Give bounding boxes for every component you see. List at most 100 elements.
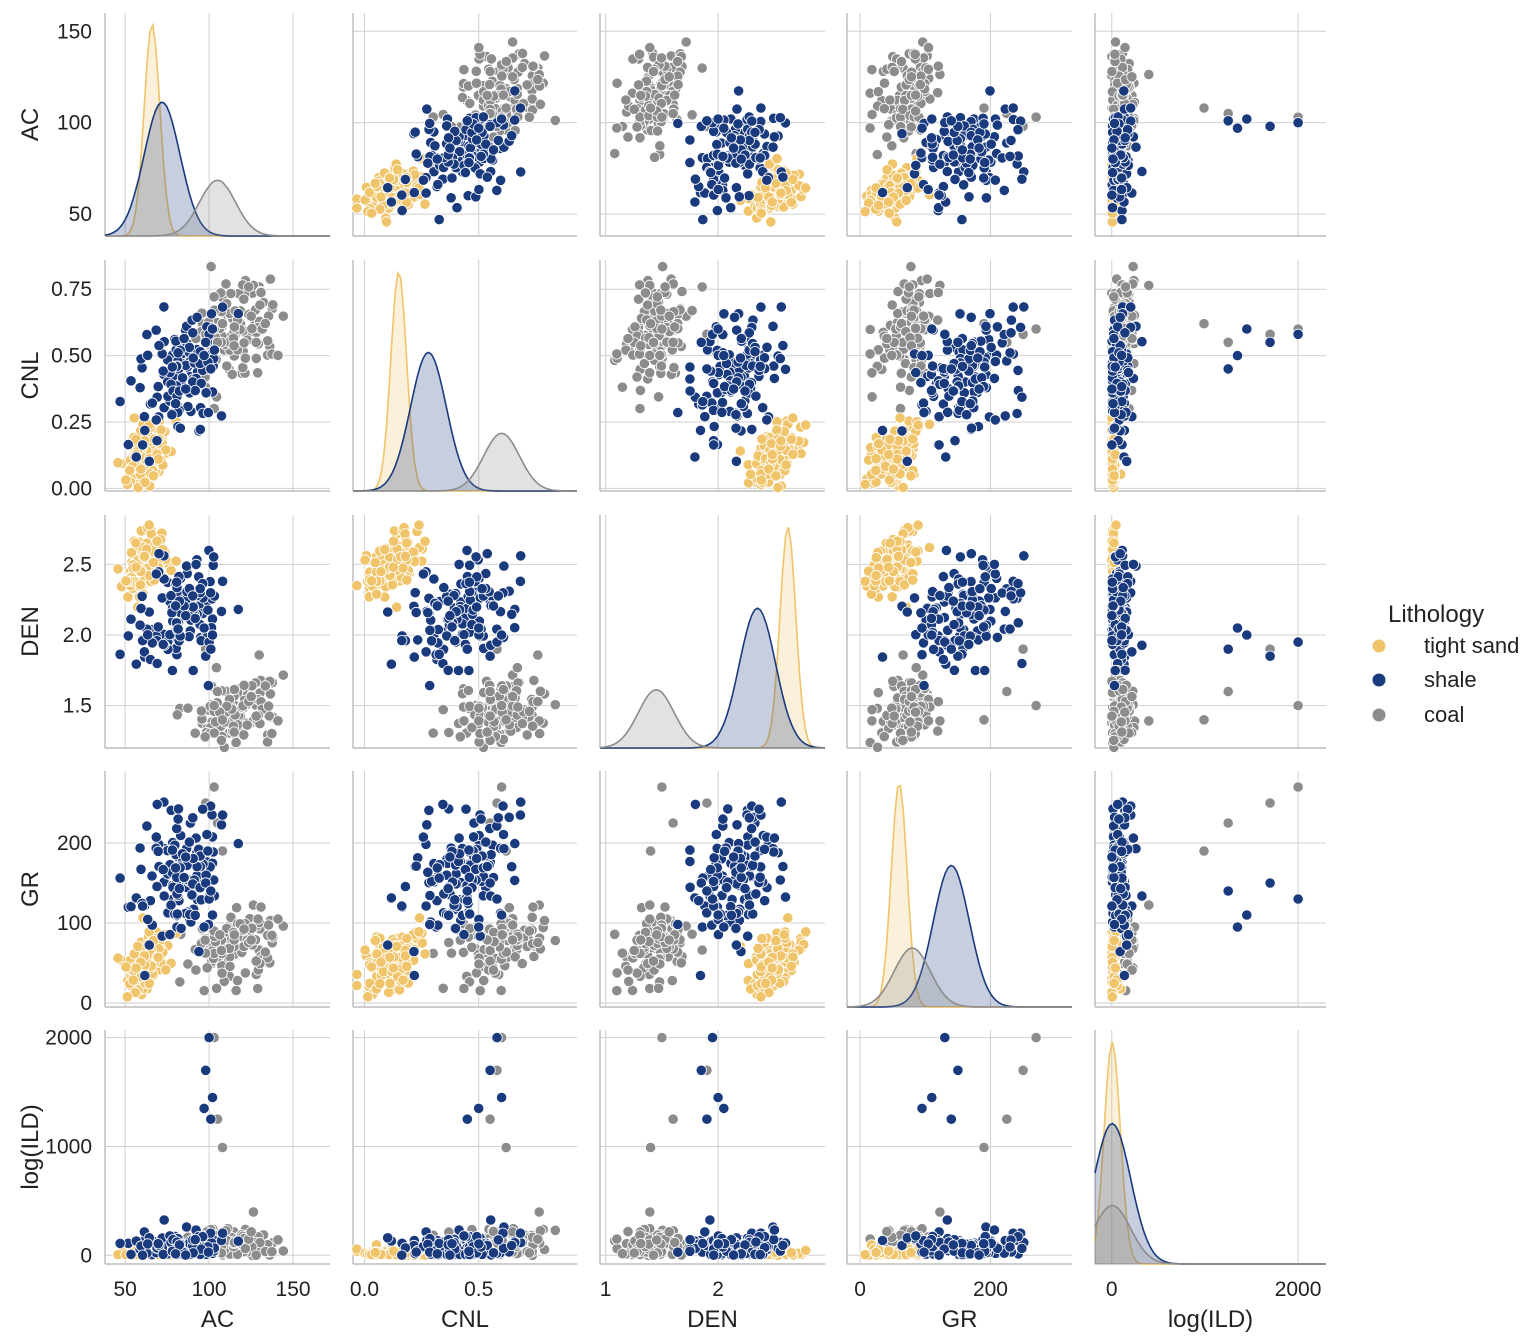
point-shale — [727, 383, 740, 395]
point-tight-sand — [135, 463, 147, 475]
point-shale — [939, 328, 951, 340]
point-coal — [516, 61, 528, 74]
point-tight-sand — [399, 550, 411, 562]
point-shale — [396, 189, 408, 201]
point-coal — [663, 71, 675, 83]
point-coal — [881, 332, 893, 345]
point-shale — [509, 622, 521, 634]
point-tight-sand — [800, 419, 812, 431]
point-shale — [916, 622, 928, 634]
point-shale — [477, 111, 489, 123]
point-coal — [243, 281, 255, 293]
point-shale — [1231, 622, 1244, 634]
point-coal — [897, 649, 909, 661]
point-shale — [998, 184, 1010, 196]
point-shale — [956, 214, 968, 226]
point-shale — [475, 150, 487, 162]
point-shale — [396, 205, 408, 217]
point-shale — [385, 196, 397, 208]
point-shale — [446, 172, 458, 184]
point-tight-sand — [910, 546, 922, 558]
point-shale — [153, 548, 165, 560]
point-shale — [984, 85, 996, 97]
point-shale — [732, 85, 745, 97]
point-coal — [903, 281, 915, 293]
point-coal — [647, 65, 660, 78]
point-shale — [181, 560, 193, 572]
point-shale — [973, 142, 985, 154]
point-coal — [886, 299, 898, 311]
point-shale — [954, 551, 967, 563]
point-shale — [980, 192, 993, 204]
point-coal — [1198, 714, 1210, 726]
point-shale — [774, 112, 786, 124]
point-tight-sand — [923, 418, 936, 430]
point-coal — [864, 323, 876, 336]
point-shale — [202, 679, 214, 692]
point-coal — [500, 102, 512, 114]
point-shale — [965, 311, 977, 323]
point-shale — [170, 398, 182, 410]
panel-CNL-vs-GR — [846, 260, 1072, 494]
point-shale — [712, 183, 724, 196]
point-shale — [716, 396, 729, 409]
point-shale — [1292, 636, 1304, 648]
point-shale — [712, 323, 724, 335]
point-coal — [669, 89, 681, 101]
point-coal — [250, 710, 262, 722]
point-shale — [425, 635, 438, 647]
point-shale — [166, 361, 178, 373]
point-coal — [905, 690, 918, 703]
point-shale — [1106, 439, 1118, 451]
point-shale — [735, 398, 747, 410]
point-tight-sand — [120, 575, 132, 587]
point-shale — [952, 336, 964, 348]
point-shale — [755, 102, 767, 114]
point-tight-sand — [419, 535, 431, 547]
point-coal — [881, 131, 893, 143]
point-shale — [973, 610, 985, 622]
point-tight-sand — [130, 561, 142, 573]
point-shale — [775, 301, 787, 313]
point-coal — [633, 48, 646, 60]
point-shale — [1125, 102, 1137, 114]
point-coal — [228, 321, 240, 333]
point-shale — [754, 360, 766, 372]
point-shale — [205, 363, 217, 375]
point-shale — [689, 173, 702, 185]
point-shale — [956, 144, 968, 156]
point-tight-sand — [907, 433, 919, 445]
point-shale — [728, 311, 741, 323]
point-shale — [908, 592, 921, 604]
point-tight-sand — [787, 448, 799, 460]
point-coal — [866, 704, 878, 716]
point-coal — [532, 649, 544, 661]
point-coal — [208, 699, 220, 712]
point-shale — [509, 114, 521, 126]
point-coal — [1017, 643, 1029, 655]
point-coal — [210, 662, 222, 674]
point-shale — [945, 115, 957, 127]
point-coal — [895, 55, 908, 68]
point-shale — [442, 132, 455, 144]
point-coal — [611, 77, 623, 89]
point-shale — [1118, 85, 1130, 97]
point-coal — [255, 286, 267, 299]
point-tight-sand — [755, 474, 767, 486]
point-coal — [516, 717, 528, 730]
point-shale — [473, 122, 485, 134]
point-shale — [382, 182, 394, 194]
point-shale — [749, 346, 761, 358]
point-tight-sand — [143, 519, 155, 531]
point-shale — [984, 308, 996, 320]
point-tight-sand — [380, 216, 393, 228]
point-coal — [905, 726, 918, 738]
point-shale — [1222, 115, 1234, 127]
point-tight-sand — [787, 173, 799, 185]
point-coal — [655, 52, 668, 64]
point-coal — [644, 102, 657, 114]
point-shale — [200, 387, 212, 399]
point-shale — [730, 455, 743, 467]
point-coal — [905, 121, 917, 133]
